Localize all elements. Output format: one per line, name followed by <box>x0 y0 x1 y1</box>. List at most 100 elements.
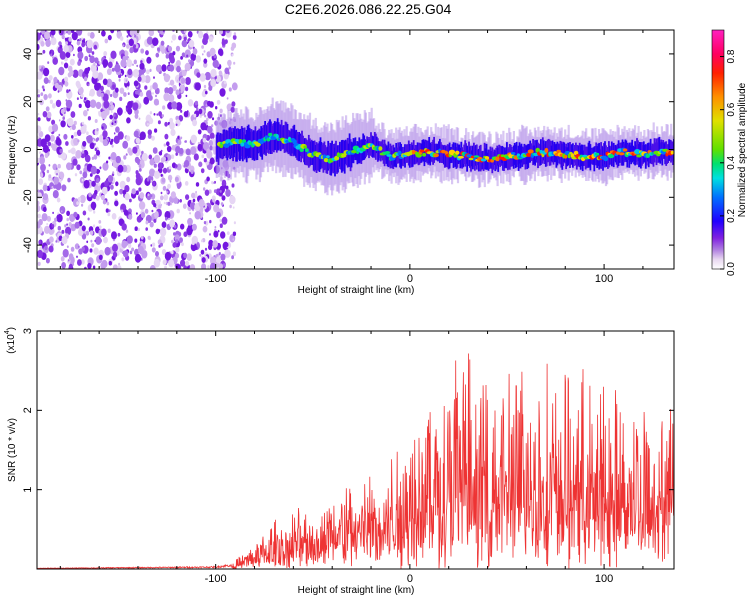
spectrogram-noise-cell <box>172 84 177 92</box>
spectrogram-noise-cell <box>160 242 163 247</box>
spectrogram-noise-cell <box>76 30 83 36</box>
spectrogram-noise-cell <box>120 59 127 68</box>
spectrogram-noise-cell <box>101 228 107 237</box>
spectrogram-band-cell <box>347 143 350 167</box>
spectrogram-noise-cell <box>158 204 162 209</box>
spectrogram-noise-cell <box>81 42 86 48</box>
spectrogram-noise-cell <box>89 55 95 64</box>
spectrogram-noise-cell <box>171 239 174 244</box>
spectrogram-noise-cell <box>87 217 90 221</box>
spectrogram-noise-cell <box>135 212 138 215</box>
spectrogram-band-cell <box>373 132 376 158</box>
spectrogram-noise-cell <box>65 226 72 236</box>
spectrogram-noise-cell <box>107 175 114 183</box>
spectrogram-peak-cell <box>240 142 245 147</box>
spectrogram-noise-cell <box>62 116 65 120</box>
spectrogram-noise-cell <box>189 264 196 269</box>
spectrogram-noise-cell <box>135 190 139 195</box>
spectrogram-peak-cell <box>603 156 609 162</box>
spectrogram-y-tick-label: 20 <box>22 96 34 108</box>
svg-text:(x104): (x104) <box>4 327 17 354</box>
spectrogram-peak-cell <box>378 146 383 151</box>
spectrogram-noise-cell <box>145 227 148 231</box>
spectrogram-noise-cell <box>219 223 223 228</box>
spectrogram-noise-cell <box>133 30 140 36</box>
spectrogram-noise-cell <box>162 30 165 33</box>
spectrogram-band-cell <box>411 144 414 167</box>
spectrogram-noise-cell <box>37 94 41 98</box>
spectrogram-noise-cell <box>170 191 176 199</box>
spectrogram-noise-cell <box>68 89 71 92</box>
spectrogram-noise-cell <box>159 227 167 237</box>
spectrogram-peak-cell <box>636 154 642 158</box>
spectrogram-noise-cell <box>158 111 163 117</box>
spectrogram-band-cell <box>413 148 416 165</box>
spectrogram-peak-cell <box>323 158 329 163</box>
spectrogram-noise-cell <box>191 200 193 203</box>
spectrogram-noise-cell <box>65 51 71 58</box>
spectrogram-noise-cell <box>71 31 78 41</box>
spectrogram-band-cell <box>623 143 626 163</box>
spectrogram-noise-cell <box>46 222 49 226</box>
spectrogram-noise-cell <box>149 168 155 177</box>
spectrogram-noise-cell <box>138 168 142 172</box>
spectrogram-noise-cell <box>191 192 196 199</box>
spectrogram-noise-cell <box>104 108 110 116</box>
spectrogram-noise-cell <box>153 113 156 116</box>
spectrogram-noise-cell <box>127 101 133 109</box>
spectrogram-noise-cell <box>126 44 130 49</box>
spectrogram-noise-cell <box>200 122 207 131</box>
spectrogram-noise-cell <box>181 39 188 48</box>
colorbar-tick-label: 0.0 <box>726 262 737 276</box>
spectrogram-peak-cell <box>645 153 650 158</box>
spectrogram-noise-cell <box>54 217 58 222</box>
spectrogram-noise-cell <box>183 30 187 33</box>
spectrogram-noise-cell <box>163 143 166 147</box>
spectrogram-ticks: -100 0 100 -40 -20 0 20 40 <box>22 30 674 285</box>
spectrogram-noise-cell <box>152 92 154 95</box>
spectrogram-noise-cell <box>153 163 157 168</box>
spectrogram-noise-cell <box>87 116 91 121</box>
spectrogram-noise-cell <box>37 204 41 213</box>
spectrogram-noise-cell <box>133 59 137 65</box>
spectrogram-noise-cell <box>133 80 139 87</box>
spectrogram-noise-cell <box>76 201 79 206</box>
spectrogram-band-cell <box>369 139 371 156</box>
spectrogram-noise-cell <box>74 173 78 177</box>
spectrogram-noise-cell <box>206 176 210 182</box>
spectrogram-noise-cell <box>189 201 196 210</box>
spectrogram-peak-cell <box>622 148 628 152</box>
spectrogram-noise-cell <box>137 245 144 254</box>
spectrogram-noise-cell <box>167 217 170 221</box>
spectrogram-noise-cell <box>220 253 226 261</box>
spectrogram-noise-cell <box>37 43 40 51</box>
spectrogram-noise-cell <box>86 135 93 144</box>
spectrogram-noise-cell <box>169 121 175 130</box>
colorbar-tick-label: 0.8 <box>726 49 737 63</box>
spectrogram-noise-cell <box>77 51 84 60</box>
spectrogram-noise-cell <box>94 147 98 152</box>
spectrogram-noise-cell <box>95 149 101 156</box>
spectrogram-noise-cell <box>51 123 59 132</box>
spectrogram-band-cell <box>593 146 596 172</box>
snr-multiplier: (x104) <box>4 327 17 354</box>
spectrogram-noise-cell <box>209 132 215 140</box>
colorbar-tick-label: 0.6 <box>726 102 737 116</box>
spectrogram-band-cell <box>473 142 475 167</box>
spectrogram-noise-cell <box>111 67 115 72</box>
spectrogram-noise-cell <box>186 110 189 113</box>
spectrogram-noise-cell <box>209 262 217 269</box>
spectrogram-noise-cell <box>185 148 191 156</box>
spectrogram-noise-cell <box>73 131 78 137</box>
spectrogram-noise-cell <box>107 34 112 41</box>
spectrogram-noise-cell <box>146 122 149 126</box>
spectrogram-noise-cell <box>78 245 80 248</box>
spectrogram-band-cell <box>314 145 317 170</box>
spectrogram-noise-cell <box>44 153 49 159</box>
spectrogram-noise-cell <box>120 36 124 41</box>
colorbar-ticks: 0.0 0.2 0.4 0.6 0.8 <box>720 49 737 276</box>
spectrogram-noise-cell <box>53 184 57 189</box>
spectrogram-noise-cell <box>162 167 168 174</box>
spectrogram-y-tick-label: -20 <box>22 189 34 205</box>
